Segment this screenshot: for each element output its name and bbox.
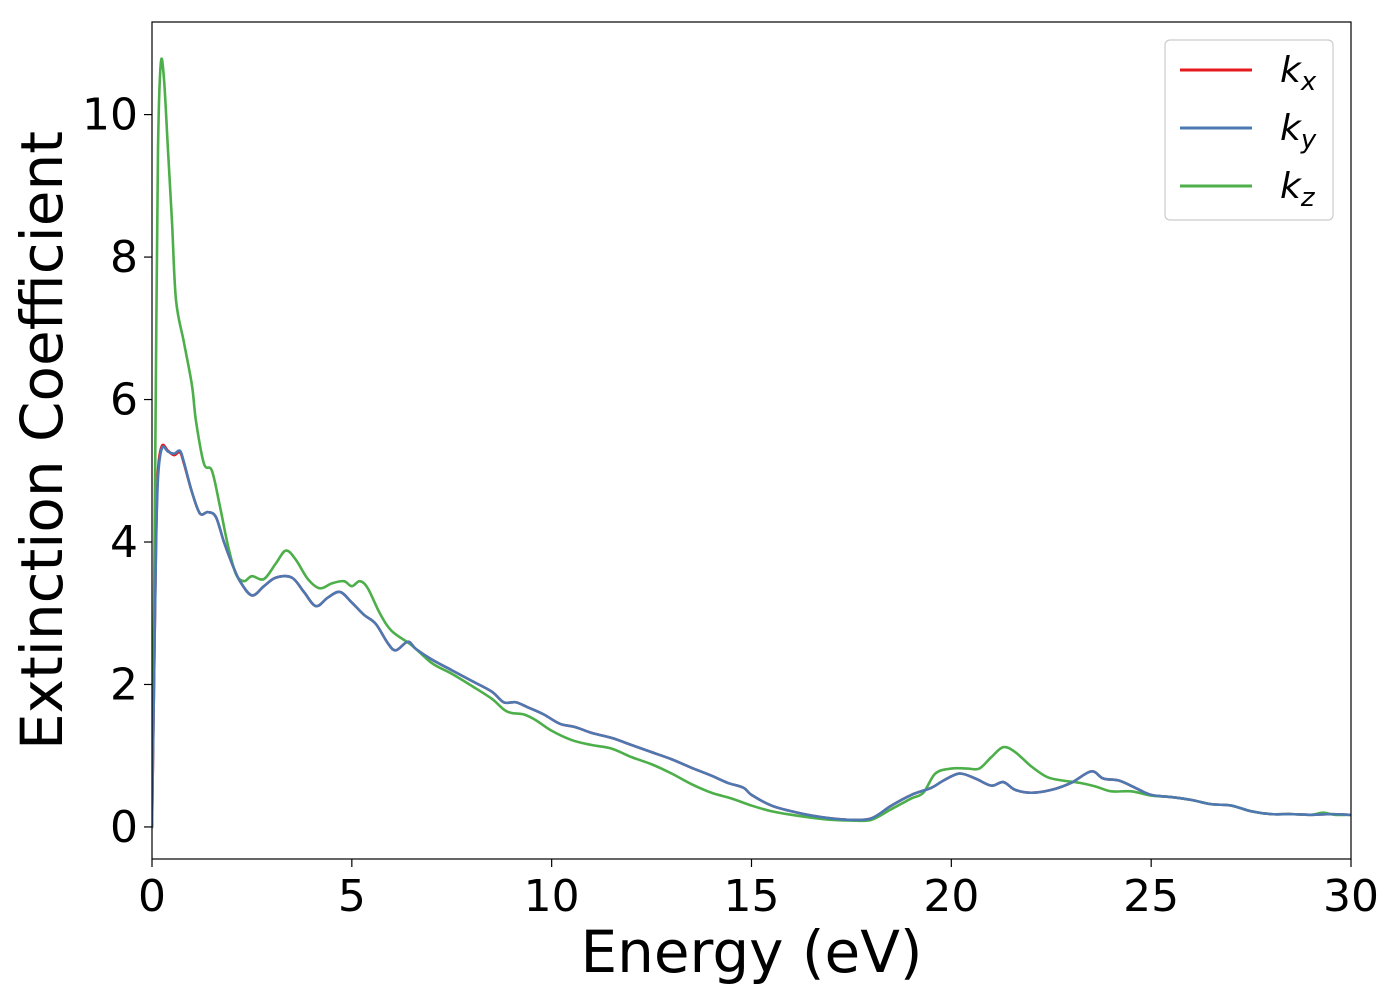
legend-box bbox=[1164, 39, 1334, 221]
series-line-kx bbox=[152, 443, 1351, 829]
y-tick-label: 6 bbox=[110, 375, 138, 426]
legend-label-base: k bbox=[1280, 108, 1303, 149]
x-axis-title: Energy (eV) bbox=[580, 918, 922, 986]
x-tick-label: 15 bbox=[724, 871, 780, 922]
x-axis: 0 5 10 15 20 25 30 bbox=[138, 859, 1379, 922]
x-tick-label: 30 bbox=[1323, 871, 1379, 922]
y-axis: 0 2 4 6 8 10 bbox=[82, 90, 152, 853]
x-tick-label: 10 bbox=[524, 871, 580, 922]
legend-label-kz: kz bbox=[1280, 166, 1316, 213]
x-tick-label: 25 bbox=[1123, 871, 1179, 922]
series-line-kz bbox=[152, 57, 1351, 829]
x-tick-label: 5 bbox=[338, 871, 366, 922]
legend-label-subscript: x bbox=[1300, 67, 1317, 97]
y-tick-label: 4 bbox=[110, 517, 138, 568]
series-layer bbox=[152, 57, 1351, 829]
legend-label-subscript: y bbox=[1300, 125, 1317, 155]
legend-label-ky: ky bbox=[1280, 108, 1317, 155]
legend-label-base: k bbox=[1280, 50, 1303, 91]
y-tick-label: 2 bbox=[110, 659, 138, 710]
x-tick-label: 20 bbox=[923, 871, 979, 922]
legend-label-subscript: z bbox=[1300, 183, 1316, 213]
x-tick-label: 0 bbox=[138, 871, 166, 922]
legend-label-kx: kx bbox=[1280, 50, 1317, 97]
y-tick-label: 10 bbox=[82, 90, 138, 141]
series-line-ky bbox=[152, 445, 1351, 829]
legend-label-base: k bbox=[1280, 166, 1303, 207]
y-axis-title: Extinction Coefficient bbox=[8, 131, 76, 750]
y-tick-label: 0 bbox=[110, 802, 138, 853]
y-tick-label: 8 bbox=[110, 232, 138, 283]
